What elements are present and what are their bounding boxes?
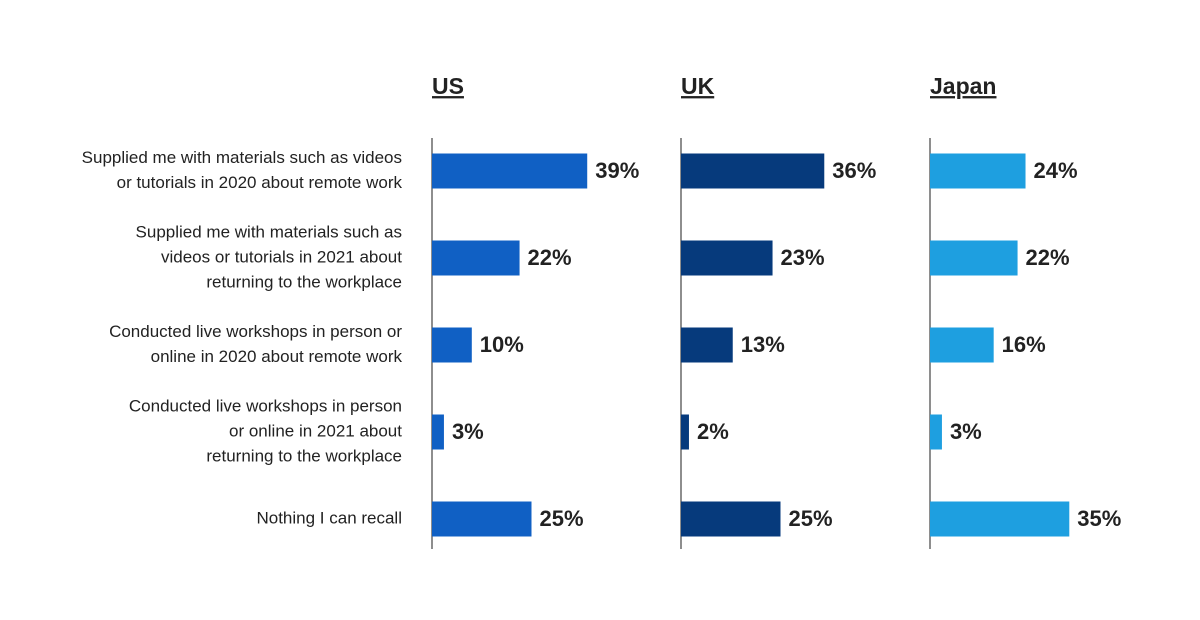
value-label: 35%	[1077, 506, 1121, 531]
panel-title: Japan	[930, 73, 996, 99]
value-label: 39%	[595, 158, 639, 183]
value-label: 16%	[1002, 332, 1046, 357]
bar	[681, 414, 689, 450]
category-label: returning to the workplace	[206, 272, 402, 291]
bar	[681, 327, 733, 363]
category-label: or tutorials in 2020 about remote work	[117, 173, 403, 192]
value-label: 25%	[789, 506, 833, 531]
bar	[432, 501, 532, 537]
bar	[432, 327, 472, 363]
bar	[432, 414, 444, 450]
category-label: Nothing I can recall	[256, 508, 402, 527]
category-label: Conducted live workshops in person or	[109, 322, 402, 341]
value-label: 25%	[540, 506, 584, 531]
bar	[681, 153, 825, 189]
bar	[681, 240, 773, 276]
bar	[930, 327, 994, 363]
category-label: returning to the workplace	[206, 446, 402, 465]
value-label: 3%	[452, 419, 484, 444]
value-label: 10%	[480, 332, 524, 357]
bar	[432, 240, 520, 276]
category-label: online in 2020 about remote work	[151, 347, 403, 366]
panel-title: UK	[681, 73, 715, 99]
value-label: 22%	[528, 245, 572, 270]
value-label: 2%	[697, 419, 729, 444]
panel-title: US	[432, 73, 464, 99]
bar	[930, 414, 942, 450]
bar	[930, 501, 1070, 537]
bar	[930, 240, 1018, 276]
category-label: Conducted live workshops in person	[129, 396, 402, 415]
bar	[930, 153, 1026, 189]
value-label: 23%	[781, 245, 825, 270]
value-label: 24%	[1034, 158, 1078, 183]
category-label: or online in 2021 about	[229, 421, 402, 440]
category-label: Supplied me with materials such as video…	[82, 148, 402, 167]
category-label: Supplied me with materials such as	[136, 222, 402, 241]
bar	[681, 501, 781, 537]
value-label: 36%	[832, 158, 876, 183]
bar	[432, 153, 588, 189]
value-label: 22%	[1026, 245, 1070, 270]
category-label: videos or tutorials in 2021 about	[161, 247, 402, 266]
value-label: 3%	[950, 419, 982, 444]
value-label: 13%	[741, 332, 785, 357]
